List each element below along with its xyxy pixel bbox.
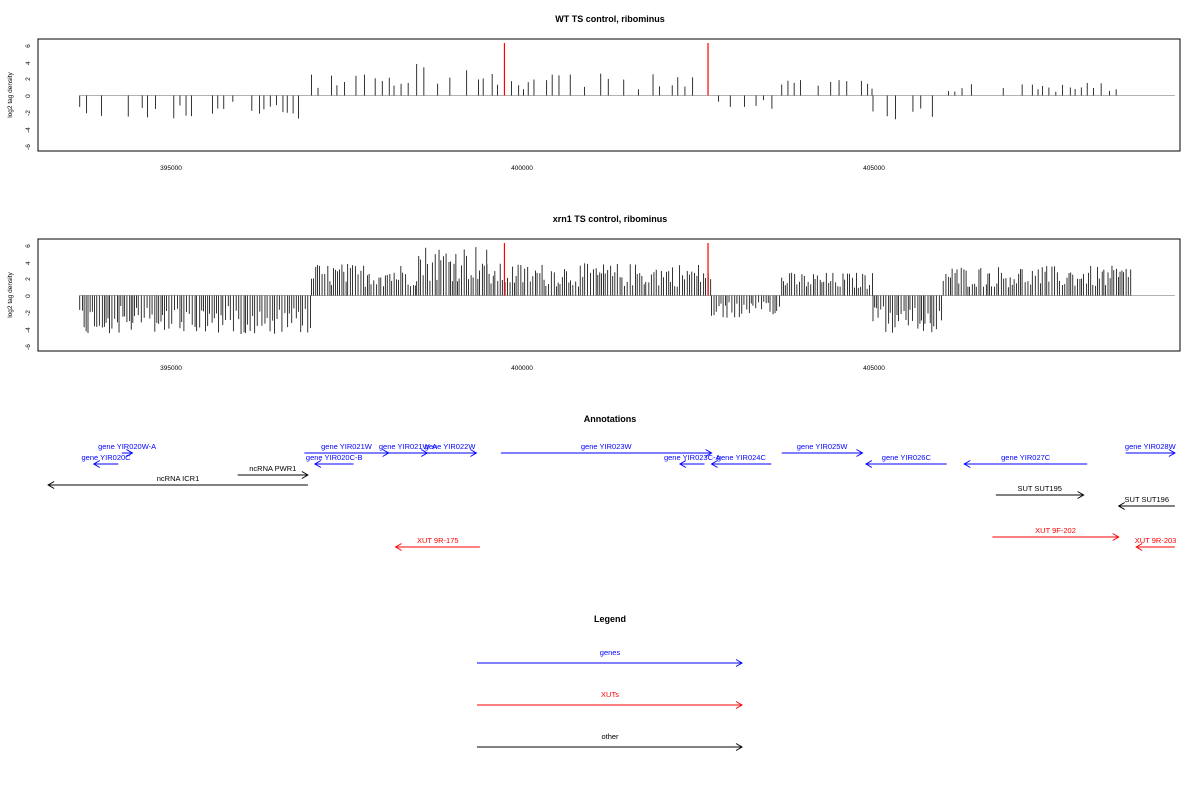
plot-frame — [37, 238, 1181, 352]
y-axis-label: log2 tag density — [7, 71, 14, 117]
annotation-label: gene YIR024C — [717, 453, 767, 462]
x-tick-label: 395000 — [160, 365, 182, 372]
annotation-arrow-arrowhead — [394, 543, 402, 551]
annotation-label: gene YIR020W-A — [98, 442, 156, 451]
y-tick-label: -4 — [25, 327, 32, 333]
x-tick-label: 400000 — [511, 365, 533, 372]
annotation-arrow-arrowhead — [1112, 533, 1120, 541]
y-tick-label: 0 — [25, 94, 32, 98]
legend-label-genes: genes — [600, 648, 621, 657]
annotation-arrow-arrowhead — [1117, 502, 1125, 510]
annotation-label: gene YIR020C-B — [306, 453, 363, 462]
bar-layer — [79, 243, 1175, 334]
legend-label-other: other — [601, 732, 619, 741]
legend-title: Legend — [594, 614, 626, 624]
annotation-label: gene YIR021W — [321, 442, 373, 451]
annotation-label: gene YIR021W-A — [379, 442, 437, 451]
annotation-arrow-arrowhead — [678, 460, 687, 468]
y-tick-label: 4 — [25, 261, 32, 265]
annotation-label: XUT 9R-175 — [417, 536, 459, 545]
y-tick-label: 4 — [25, 61, 32, 65]
annotation-arrow-arrowhead — [1168, 449, 1176, 457]
legend-arrow-arrowhead — [735, 659, 743, 667]
annotation-label: ncRNA ICR1 — [157, 474, 200, 483]
annotation-arrow-arrowhead — [963, 460, 971, 468]
panel-xrn1: xrn1 TS control, ribominus log2 tag dens… — [7, 214, 1181, 372]
annotation-arrow-arrowhead — [470, 449, 478, 457]
x-tick-label: 400000 — [511, 165, 533, 172]
annotations-title: Annotations — [584, 414, 637, 424]
y-tick-label: 2 — [25, 77, 32, 81]
annotation-label: gene YIR026C — [882, 453, 932, 462]
annotation-label: SUT SUT196 — [1125, 495, 1169, 504]
panel-title: xrn1 TS control, ribominus — [553, 214, 668, 224]
y-tick-label: -2 — [25, 110, 32, 116]
y-ticks: 6 4 2 0 -2 -4 -6 — [25, 244, 32, 350]
annotation-arrow-arrowhead — [864, 460, 873, 468]
annotation-arrow-arrowhead — [856, 449, 864, 457]
y-tick-label: -6 — [25, 144, 32, 150]
legend-arrow-arrowhead — [735, 743, 743, 751]
plot-frame — [37, 38, 1181, 152]
x-tick-label: 405000 — [863, 365, 885, 372]
y-ticks: 6 4 2 0 -2 -4 -6 — [25, 44, 32, 150]
y-tick-label: -2 — [25, 310, 32, 316]
x-tick-label: 395000 — [160, 165, 182, 172]
annotation-label: gene YIR023W — [581, 442, 633, 451]
y-tick-label: -6 — [25, 344, 32, 350]
annotation-label: gene YIR020C — [82, 453, 132, 462]
annotation-label: XUT 9F-202 — [1035, 526, 1076, 535]
annotation-label: gene YIR023C-A — [664, 453, 721, 462]
y-axis-label: log2 tag density — [7, 271, 14, 317]
annotation-arrow-arrowhead — [126, 449, 134, 457]
y-tick-label: 0 — [25, 294, 32, 298]
annotation-label: gene YIR025W — [797, 442, 849, 451]
legend-arrows — [477, 659, 743, 751]
annotation-arrow-arrowhead — [301, 471, 309, 479]
annotation-label: gene YIR022W — [425, 442, 477, 451]
annotation-arrow-arrowhead — [1135, 543, 1143, 551]
legend: Legend genes XUTs other — [477, 614, 743, 751]
panel-wt: WT TS control, ribominus log2 tag densit… — [7, 14, 1181, 172]
y-tick-label: -4 — [25, 127, 32, 133]
y-tick-label: 6 — [25, 244, 32, 248]
annotation-label: gene YIR027C — [1001, 453, 1051, 462]
legend-label-xuts: XUTs — [601, 690, 619, 699]
annotation-arrow-arrowhead — [313, 460, 322, 468]
annotation-arrow-arrowhead — [1077, 491, 1085, 499]
y-tick-label: 2 — [25, 277, 32, 281]
annotation-label: XUT 9R-203 — [1135, 536, 1177, 545]
annotation-label: SUT SUT195 — [1017, 484, 1061, 493]
y-tick-label: 6 — [25, 44, 32, 48]
annotation-arrow-arrowhead — [710, 460, 718, 468]
annotation-arrow-arrowhead — [705, 449, 713, 457]
panel-title: WT TS control, ribominus — [555, 14, 665, 24]
annotation-label: gene YIR028W — [1125, 442, 1177, 451]
legend-arrow-arrowhead — [735, 701, 743, 709]
annotation-arrow-arrowhead — [47, 481, 55, 489]
x-tick-label: 405000 — [863, 165, 885, 172]
bar-layer — [79, 43, 1175, 120]
annotation-layer: gene YIR020W-A gene YIR020C gene YIR021W ge… — [47, 442, 1177, 551]
annotation-label: ncRNA PWR1 — [249, 464, 296, 473]
annotation-arrow-arrowhead — [92, 460, 101, 468]
